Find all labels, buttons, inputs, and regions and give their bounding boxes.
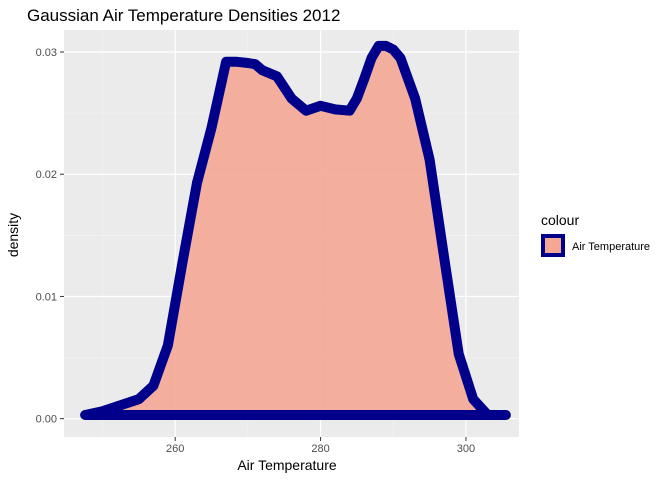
y-axis-ticks: 0.00 0.01 0.02 0.03	[36, 47, 64, 426]
y-axis-title: density	[5, 213, 21, 257]
legend-key-air-temperature	[541, 234, 565, 257]
chart-title: Gaussian Air Temperature Densities 2012	[27, 6, 340, 25]
density-area	[80, 40, 511, 420]
x-axis-ticks: 260 280 300	[166, 437, 475, 455]
x-tick-label: 260	[166, 443, 184, 455]
y-tick-label: 0.01	[36, 291, 57, 303]
x-tick-label: 280	[311, 443, 329, 455]
legend-label-air-temperature: Air Temperature	[572, 241, 650, 253]
y-tick-label: 0.00	[36, 414, 57, 426]
y-tick-label: 0.03	[36, 47, 57, 59]
y-tick-label: 0.02	[36, 169, 57, 181]
x-axis-title: Air Temperature	[237, 457, 337, 473]
density-series	[80, 40, 511, 420]
legend: colour Air Temperature	[541, 212, 650, 257]
legend-title: colour	[541, 212, 579, 228]
x-tick-label: 300	[457, 443, 475, 455]
